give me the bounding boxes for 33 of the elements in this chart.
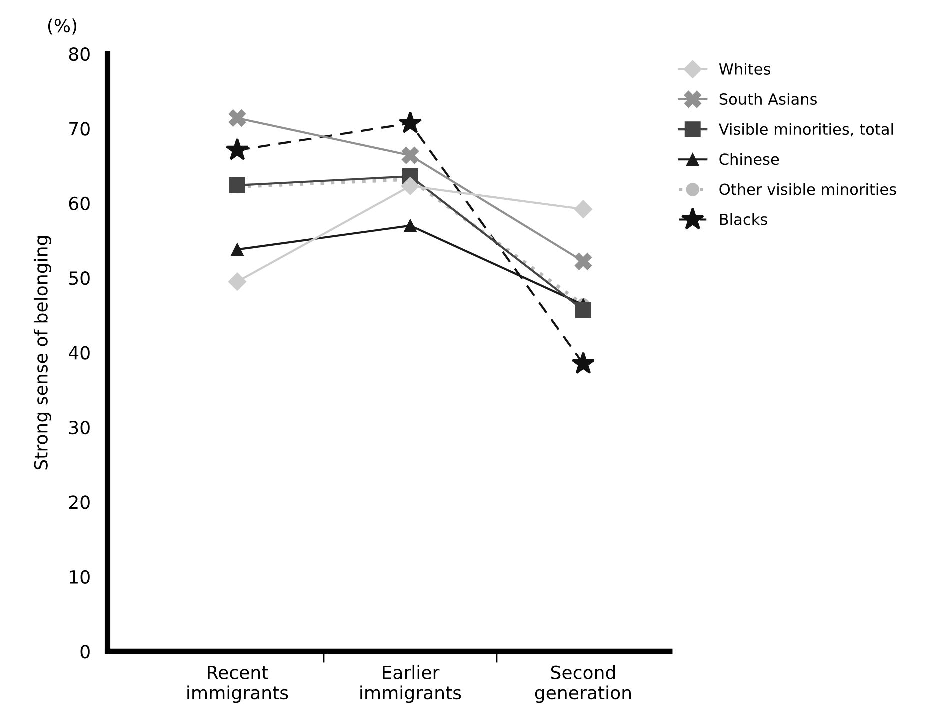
point <box>230 177 246 194</box>
legend-label: South Asians <box>720 93 818 106</box>
legend-label: Blacks <box>720 213 768 226</box>
legend-label: Visible minorities, total <box>718 123 894 137</box>
legend-label: Whites <box>719 63 770 75</box>
y-tick-label: 0 <box>80 645 90 659</box>
x-tick-label: Earlier immigrants <box>360 665 462 704</box>
y-tick-label: 20 <box>69 496 90 510</box>
legend-label: Other visible minorities <box>720 183 896 196</box>
y-tick-label: 80 <box>69 47 90 62</box>
legend-label: Chinese <box>720 153 780 166</box>
y-axis-title: Strong sense of belonging <box>34 236 52 470</box>
point <box>226 138 250 160</box>
point <box>402 146 420 164</box>
point <box>574 252 592 270</box>
point <box>572 352 596 374</box>
text: (%) <box>48 18 77 35</box>
y-tick-label: 30 <box>69 420 90 435</box>
y-tick-label: 60 <box>69 196 90 211</box>
x-tick-label: Recent immigrants <box>188 666 288 704</box>
y-tick-label: 10 <box>70 570 90 584</box>
x-tick-label: Second generation <box>535 665 632 704</box>
point <box>575 302 592 318</box>
y-tick-label: 40 <box>68 346 90 360</box>
point <box>398 111 422 134</box>
point <box>404 219 418 232</box>
y-tick-label: 50 <box>70 272 90 286</box>
point <box>228 272 247 292</box>
point <box>401 177 420 196</box>
point <box>230 243 244 256</box>
y-tick-label: 70 <box>70 122 90 136</box>
point <box>228 110 246 127</box>
point <box>574 200 593 219</box>
